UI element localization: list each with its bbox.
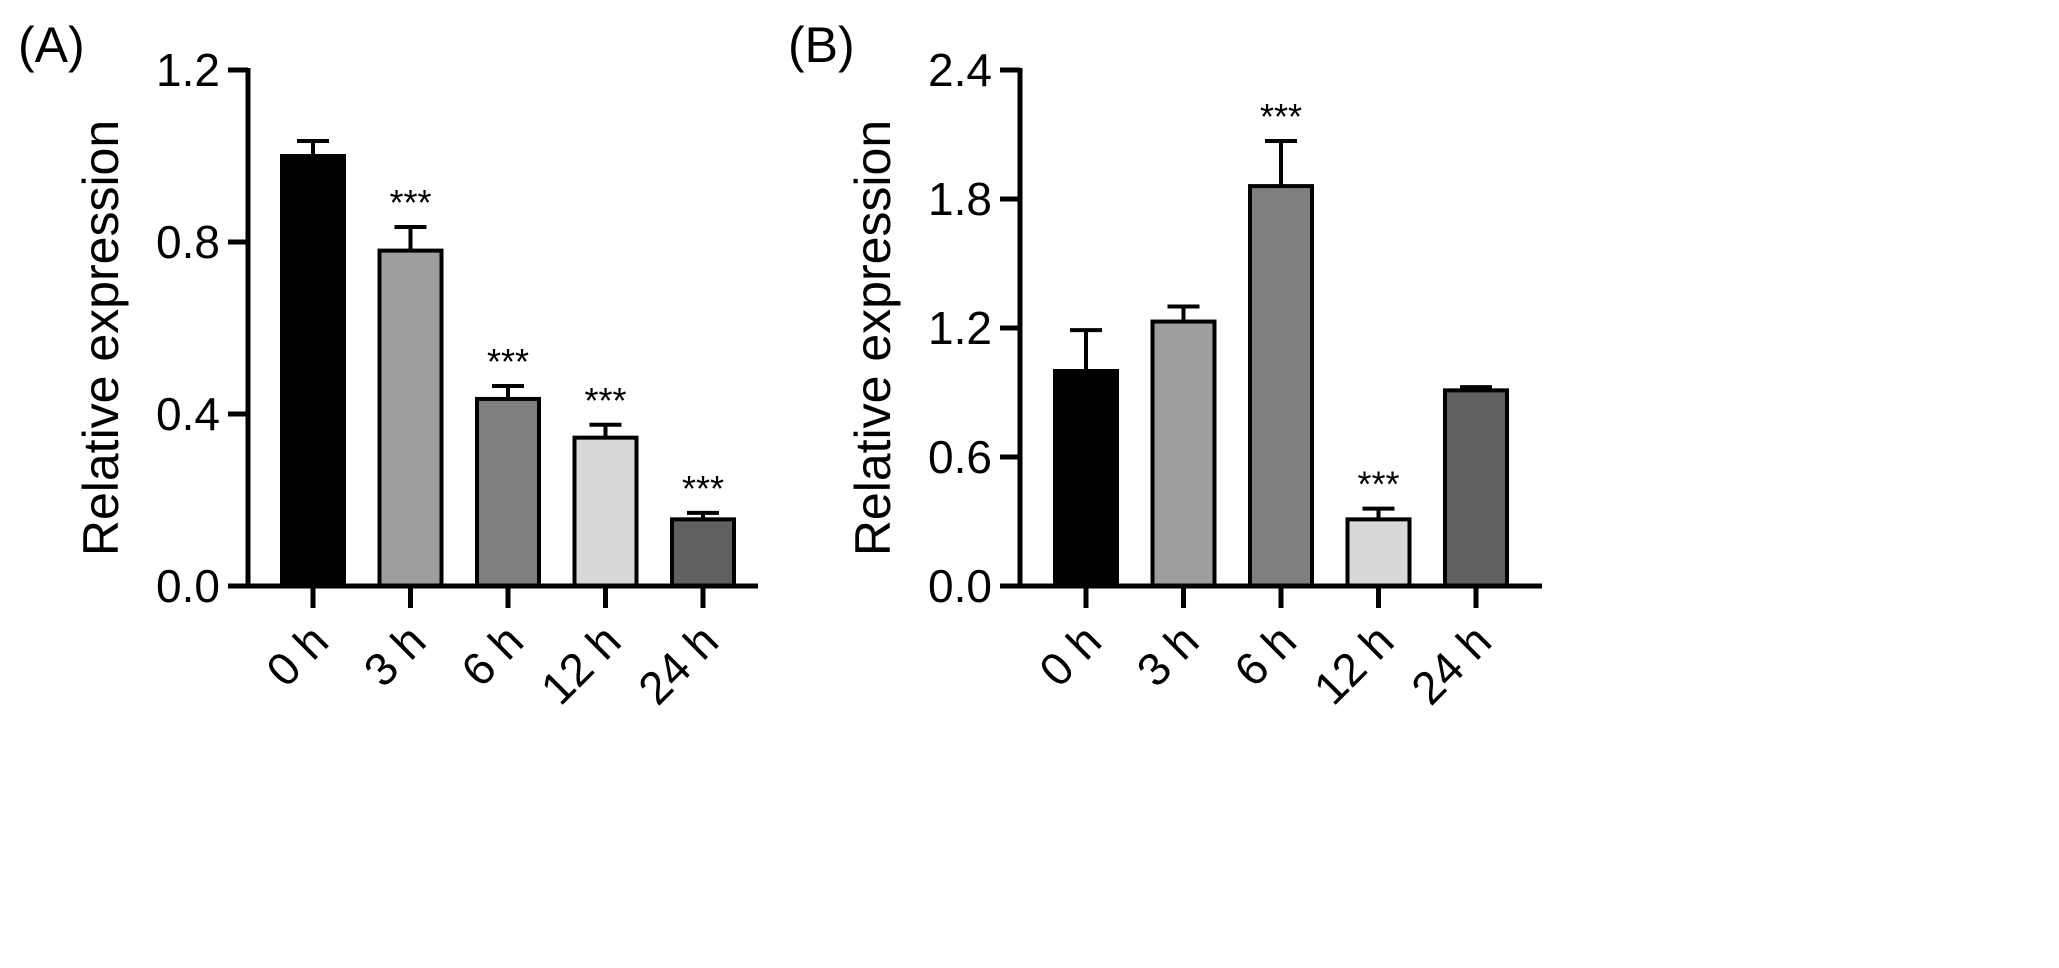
bar bbox=[1443, 388, 1509, 588]
y-tick-label: 0.6 bbox=[928, 431, 992, 483]
significance-marker: *** bbox=[1357, 464, 1399, 505]
x-tick-label: 6 h bbox=[451, 614, 533, 696]
y-tick-label: 0.8 bbox=[156, 216, 220, 268]
y-tick-label: 0.4 bbox=[156, 388, 220, 440]
x-tick-label: 24 h bbox=[628, 614, 728, 714]
bar bbox=[377, 248, 444, 588]
panel-a-chart: (A) Relative expression 0 h *** 3 h *** 6 h ***… bbox=[18, 17, 758, 714]
x-tick-label: 12 h bbox=[530, 614, 630, 714]
x-tick-label: 6 h bbox=[1224, 614, 1306, 696]
y-tick-label: 2.4 bbox=[928, 44, 992, 96]
y-tick-label: 1.8 bbox=[928, 173, 992, 225]
x-tick-label: 0 h bbox=[256, 614, 338, 696]
x-tick-label: 24 h bbox=[1401, 614, 1501, 714]
significance-marker: *** bbox=[389, 182, 431, 223]
y-axis-label: Relative expression bbox=[845, 120, 901, 556]
y-tick-label: 0.0 bbox=[928, 560, 992, 612]
bar bbox=[475, 396, 541, 589]
x-tick-label: 12 h bbox=[1303, 614, 1403, 714]
y-tick-label: 0.0 bbox=[156, 560, 220, 612]
panel-label: (A) bbox=[18, 17, 85, 73]
y-tick-label: 1.2 bbox=[156, 44, 220, 96]
bar bbox=[1150, 319, 1217, 588]
significance-marker: *** bbox=[584, 380, 626, 421]
x-tick-label: 0 h bbox=[1029, 614, 1111, 696]
bar bbox=[670, 517, 736, 588]
significance-marker: *** bbox=[487, 341, 529, 382]
panel-label: (B) bbox=[788, 17, 855, 73]
bar bbox=[1053, 369, 1119, 588]
bar bbox=[572, 435, 639, 588]
y-axis-label: Relative expression bbox=[73, 120, 129, 556]
significance-marker: *** bbox=[1260, 96, 1302, 137]
bar bbox=[1248, 184, 1314, 588]
x-tick-label: 3 h bbox=[1127, 614, 1209, 696]
y-tick-label: 1.2 bbox=[928, 302, 992, 354]
x-tick-label: 3 h bbox=[354, 614, 436, 696]
bar bbox=[1345, 517, 1412, 588]
bar bbox=[280, 154, 346, 588]
significance-marker: *** bbox=[682, 468, 724, 509]
